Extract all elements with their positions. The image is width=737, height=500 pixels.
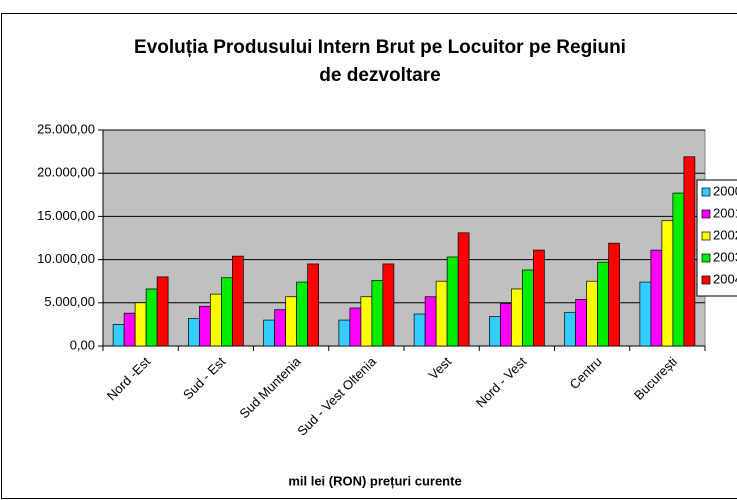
bar (683, 156, 696, 347)
bar (112, 324, 125, 347)
legend-swatch (701, 253, 711, 263)
bar (296, 281, 308, 347)
bar (435, 280, 448, 347)
bar (424, 296, 437, 347)
y-tick-label: 15.000,00 (37, 208, 95, 223)
bar (199, 305, 211, 347)
bar (522, 269, 534, 347)
bar (608, 242, 620, 347)
bar (263, 319, 275, 347)
legend-swatch (701, 275, 711, 285)
legend-label: 2000 (713, 183, 737, 198)
bar (639, 281, 652, 347)
bar (123, 312, 136, 347)
y-tick-label: 20.000,00 (37, 165, 95, 180)
bar (489, 316, 501, 347)
bar (210, 293, 222, 347)
legend-label: 2003 (713, 249, 737, 264)
bar (360, 296, 373, 347)
bar (650, 249, 663, 347)
bar (145, 288, 158, 347)
bar (575, 298, 587, 347)
bar (156, 276, 169, 347)
bar (413, 313, 426, 347)
bar (661, 220, 674, 347)
x-axis-label: mil lei (RON) prețuri curente (288, 473, 461, 488)
bar (307, 263, 319, 347)
bar (338, 319, 351, 347)
legend-swatch (701, 187, 711, 197)
legend-label: 2001 (713, 205, 737, 220)
y-tick-label: 5.000,00 (44, 294, 95, 309)
bar (188, 318, 200, 347)
bar (446, 256, 459, 347)
legend-swatch (701, 209, 711, 219)
bar (221, 277, 233, 347)
bar (371, 279, 384, 347)
bar (285, 296, 297, 347)
bar (134, 302, 147, 347)
bar (274, 309, 286, 347)
chart-title: Evoluția Produsului Intern Brut pe Locui… (134, 37, 626, 58)
bar (500, 303, 512, 347)
y-tick-label: 25.000,00 (37, 121, 95, 136)
bar (533, 249, 545, 347)
y-tick-label: 0,00 (70, 337, 95, 352)
bar (349, 307, 362, 347)
bar (672, 192, 685, 347)
legend-swatch (701, 231, 711, 241)
legend-label: 2004 (713, 271, 737, 286)
bar (457, 232, 470, 347)
y-tick-label: 10.000,00 (37, 251, 95, 266)
bar (597, 261, 609, 347)
bar (586, 280, 598, 347)
bar (564, 311, 576, 347)
bar (511, 288, 523, 347)
bar (382, 263, 395, 347)
chart-title: de dezvoltare (319, 65, 440, 86)
bar (232, 255, 244, 347)
